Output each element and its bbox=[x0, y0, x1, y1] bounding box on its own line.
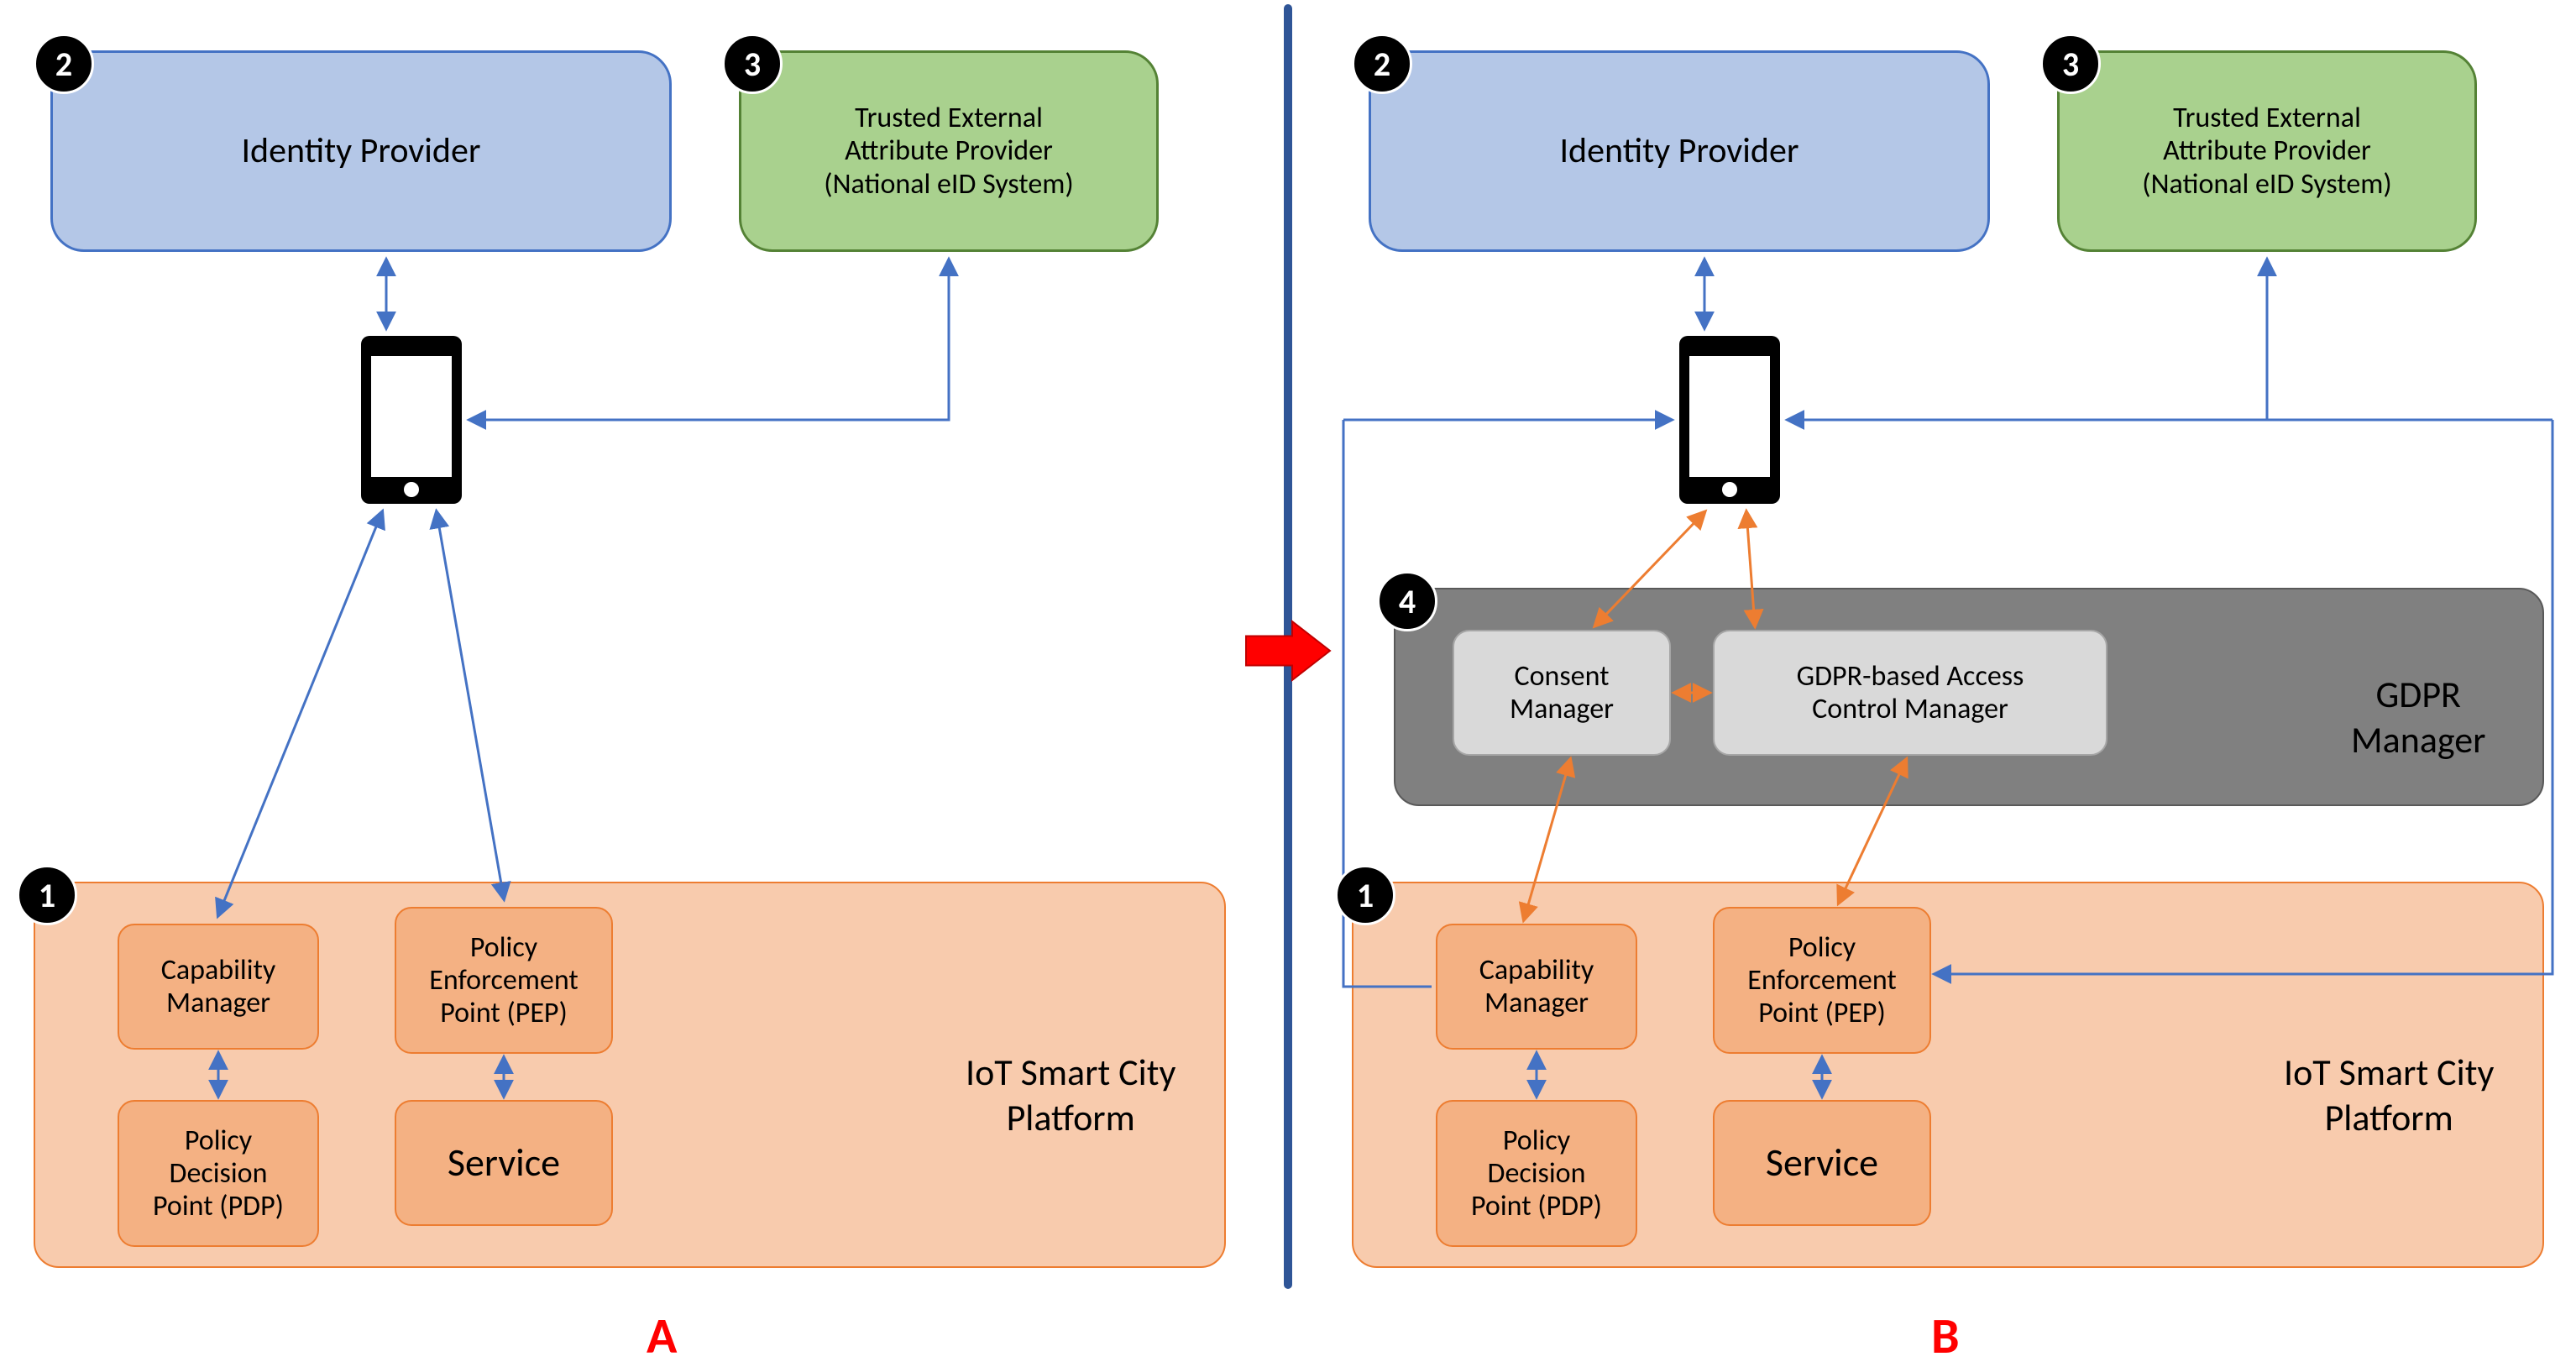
a-badge-3: 3 bbox=[722, 34, 783, 94]
b-attribute-provider: Trusted External Attribute Provider (Nat… bbox=[2057, 50, 2477, 252]
b-badge-2: 2 bbox=[1352, 34, 1412, 94]
a-platform-label: IoT Smart City Platform bbox=[966, 1050, 1175, 1140]
b-consent-manager: Consent Manager bbox=[1453, 630, 1671, 756]
a-pep: Policy Enforcement Point (PEP) bbox=[395, 907, 613, 1054]
b-phone-icon bbox=[1679, 336, 1780, 504]
b-pdp: Policy Decision Point (PDP) bbox=[1436, 1100, 1637, 1247]
b-gdpr-label: GDPR Manager bbox=[2351, 672, 2485, 762]
a-badge-1: 1 bbox=[17, 865, 77, 925]
diagram-canvas: Identity Provider Trusted External Attrib… bbox=[0, 0, 2576, 1366]
b-gbac-manager: GDPR-based Access Control Manager bbox=[1713, 630, 2107, 756]
a-capability-manager: Capability Manager bbox=[118, 924, 319, 1050]
section-label-a: A bbox=[647, 1306, 677, 1367]
a-service: Service bbox=[395, 1100, 613, 1226]
a-identity-provider: Identity Provider bbox=[50, 50, 672, 252]
b-badge-4: 4 bbox=[1377, 571, 1437, 631]
b-pep: Policy Enforcement Point (PEP) bbox=[1713, 907, 1931, 1054]
b-service: Service bbox=[1713, 1100, 1931, 1226]
section-label-b: B bbox=[1931, 1306, 1960, 1367]
b-badge-1: 1 bbox=[1335, 865, 1395, 925]
a-badge-2: 2 bbox=[34, 34, 94, 94]
a-attribute-provider: Trusted External Attribute Provider (Nat… bbox=[739, 50, 1159, 252]
a-phone-icon bbox=[361, 336, 462, 504]
b-platform-label: IoT Smart City Platform bbox=[2284, 1050, 2494, 1140]
b-capability-manager: Capability Manager bbox=[1436, 924, 1637, 1050]
transition-arrow-icon bbox=[1246, 621, 1330, 680]
a-pdp: Policy Decision Point (PDP) bbox=[118, 1100, 319, 1247]
b-identity-provider: Identity Provider bbox=[1369, 50, 1990, 252]
b-badge-3: 3 bbox=[2040, 34, 2101, 94]
